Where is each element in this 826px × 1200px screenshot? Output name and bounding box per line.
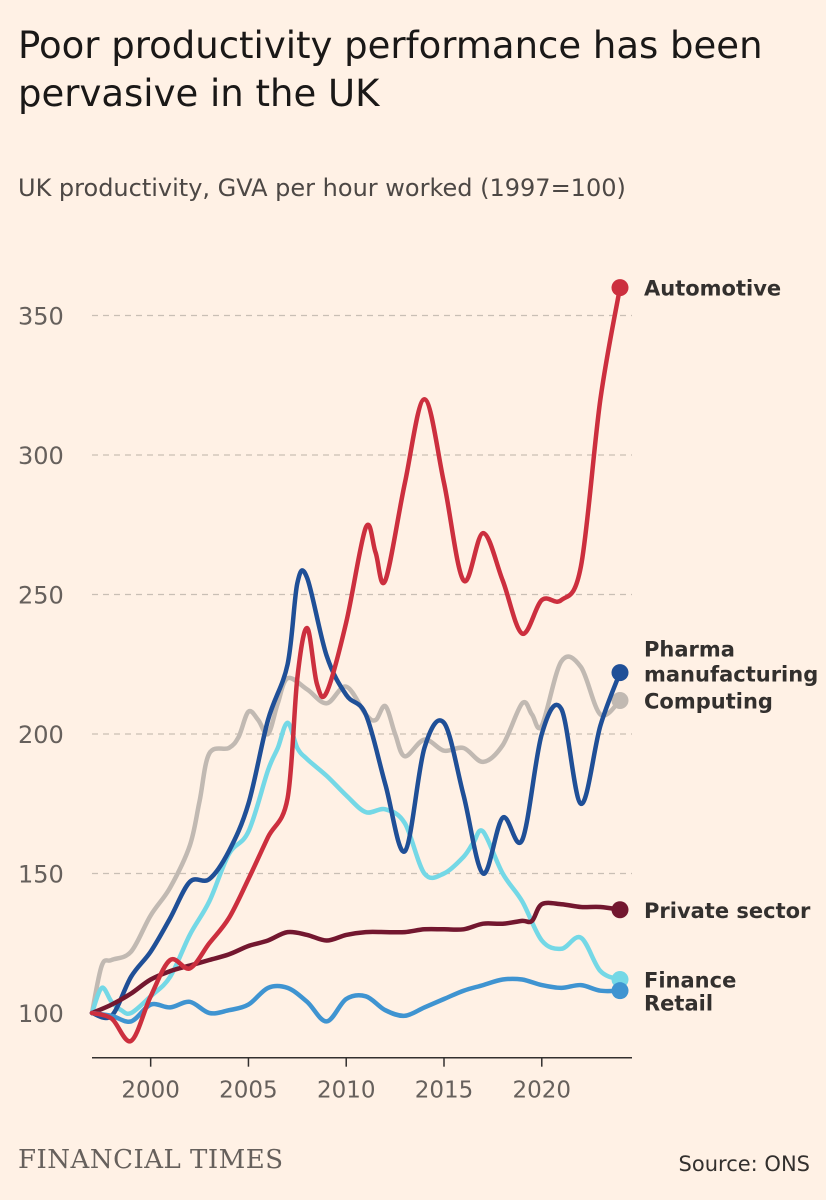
end-dot-retail xyxy=(611,982,629,1000)
end-dot-pharma-manufacturing xyxy=(611,664,629,682)
series-label-automotive: Automotive xyxy=(644,277,781,301)
series-line-pharma-manufacturing xyxy=(89,568,623,1021)
financial-times-logo: FINANCIAL TIMES xyxy=(18,1145,284,1175)
y-tick-label-350: 350 xyxy=(18,303,64,331)
series-label-retail: Retail xyxy=(644,992,713,1016)
series-line-computing xyxy=(89,654,623,1016)
x-tick-label-2020: 2020 xyxy=(513,1078,572,1104)
y-tick-label-200: 200 xyxy=(18,721,64,749)
chart-title: Poor productivity performance has been p… xyxy=(18,24,763,115)
x-tick-label-2000: 2000 xyxy=(121,1078,180,1104)
source-note: Source: ONS xyxy=(678,1152,810,1176)
series-line-retail xyxy=(89,976,623,1024)
y-tick-label-100: 100 xyxy=(18,1000,64,1028)
series-label-pharma-manufacturing-1: Pharma xyxy=(644,638,735,662)
end-dot-computing xyxy=(611,692,629,710)
series-label-computing: Computing xyxy=(644,690,773,714)
x-tick-label-2015: 2015 xyxy=(415,1078,474,1104)
chart-subtitle: UK productivity, GVA per hour worked (19… xyxy=(18,174,626,202)
series-label-finance: Finance xyxy=(644,969,736,993)
end-dot-private-sector xyxy=(611,901,629,919)
y-tick-label-300: 300 xyxy=(18,442,64,470)
x-tick-label-2005: 2005 xyxy=(219,1078,278,1104)
series-label-private-sector: Private sector xyxy=(644,899,811,923)
series-line-finance xyxy=(89,720,623,1017)
x-tick-label-2010: 2010 xyxy=(317,1078,376,1104)
end-dot-automotive xyxy=(611,279,629,297)
y-tick-label-250: 250 xyxy=(18,582,64,610)
y-tick-label-150: 150 xyxy=(18,861,64,889)
series-label-pharma-manufacturing-2: manufacturing xyxy=(644,663,818,687)
line-chart: 100 150 200 250 300 350 2000 2005 2010 2015 2020 Au… xyxy=(18,277,818,1104)
series-line-automotive xyxy=(89,285,623,1044)
